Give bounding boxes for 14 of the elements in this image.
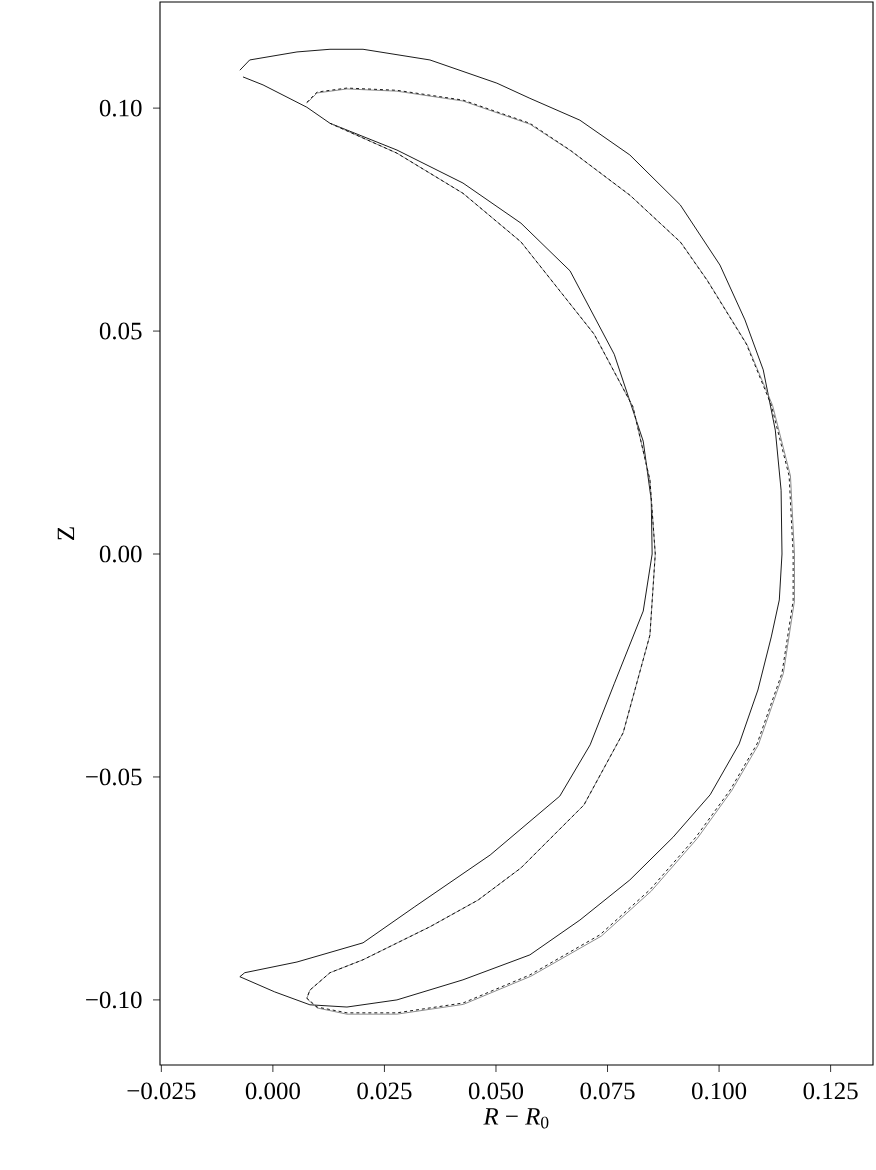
y-tick-label: −0.05 <box>86 768 142 786</box>
x-tick-label: 0.100 <box>692 1082 747 1100</box>
y-axis-title: Z <box>57 527 75 540</box>
x-tick-label: −0.025 <box>127 1082 196 1100</box>
y-tick-label: 0.10 <box>99 99 142 117</box>
x-tick-label: 0.025 <box>357 1082 412 1100</box>
y-tick-label: 0.05 <box>99 322 142 340</box>
y-tick-label: −0.10 <box>86 991 142 1009</box>
y-tick-label: 0.00 <box>99 545 142 563</box>
x-tick-label: 0.050 <box>468 1082 524 1100</box>
x-axis-title: R − R$_{0}$ <box>483 1108 549 1129</box>
x-tick-label: 0.000 <box>245 1082 300 1100</box>
x-tick-label: 0.125 <box>803 1082 858 1100</box>
x-tick-label: 0.075 <box>580 1082 635 1100</box>
